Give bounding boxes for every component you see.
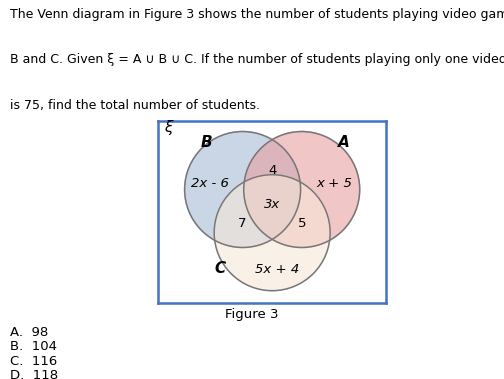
Text: B and C. Given ξ = A ∪ B ∪ C. If the number of students playing only one video g: B and C. Given ξ = A ∪ B ∪ C. If the num…: [10, 53, 504, 66]
Text: ξ: ξ: [164, 119, 173, 135]
Text: C: C: [214, 260, 225, 276]
Text: B: B: [201, 135, 212, 150]
Text: 3x: 3x: [264, 198, 280, 211]
Text: A.  98: A. 98: [10, 326, 48, 339]
Text: 5x + 4: 5x + 4: [255, 263, 299, 276]
Text: C.  116: C. 116: [10, 355, 57, 368]
Text: The Venn diagram in Figure 3 shows the number of students playing video games  A: The Venn diagram in Figure 3 shows the n…: [10, 8, 504, 20]
Text: B.  104: B. 104: [10, 340, 57, 353]
Text: Figure 3: Figure 3: [225, 308, 279, 321]
Text: D.  118: D. 118: [10, 369, 58, 379]
Circle shape: [244, 132, 360, 247]
Text: A: A: [338, 135, 350, 150]
Text: 2x - 6: 2x - 6: [191, 177, 228, 190]
Text: 5: 5: [297, 217, 306, 230]
Text: x + 5: x + 5: [317, 177, 353, 190]
Circle shape: [184, 132, 300, 247]
Text: is 75, find the total number of students.: is 75, find the total number of students…: [10, 99, 260, 111]
Text: 4: 4: [268, 164, 276, 177]
Text: 7: 7: [238, 217, 247, 230]
Circle shape: [214, 175, 330, 291]
